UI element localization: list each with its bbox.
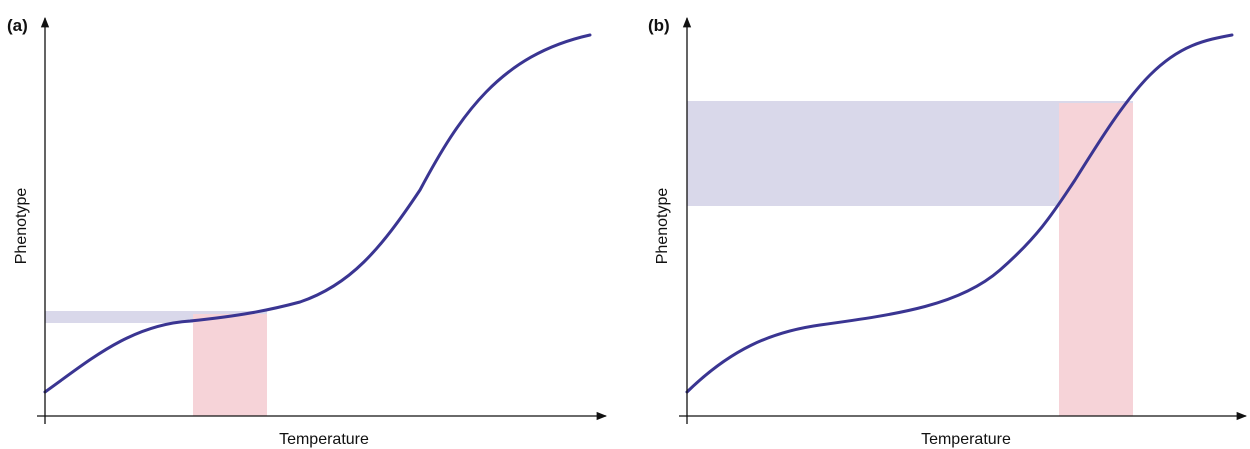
- panel-a-x-axis-label: Temperature: [279, 431, 369, 448]
- panel-a: (a) Temperature Phenotype: [7, 16, 608, 448]
- panel-b-x-axis-label: Temperature: [921, 431, 1011, 448]
- panel-b-reaction-curve: [685, 33, 1234, 394]
- panel-b-phenotype-band: [687, 101, 1133, 206]
- panel-a-reaction-curve: [43, 33, 592, 394]
- panel-b: (b) Temperature Phenotype: [648, 16, 1248, 448]
- panel-a-label: (a): [7, 16, 28, 35]
- panel-a-temperature-band: [193, 314, 267, 416]
- panel-a-y-axis-label: Phenotype: [13, 188, 30, 265]
- panel-b-label: (b): [648, 16, 670, 35]
- panel-b-temperature-band: [1059, 103, 1133, 416]
- panel-b-y-axis-label: Phenotype: [654, 188, 671, 265]
